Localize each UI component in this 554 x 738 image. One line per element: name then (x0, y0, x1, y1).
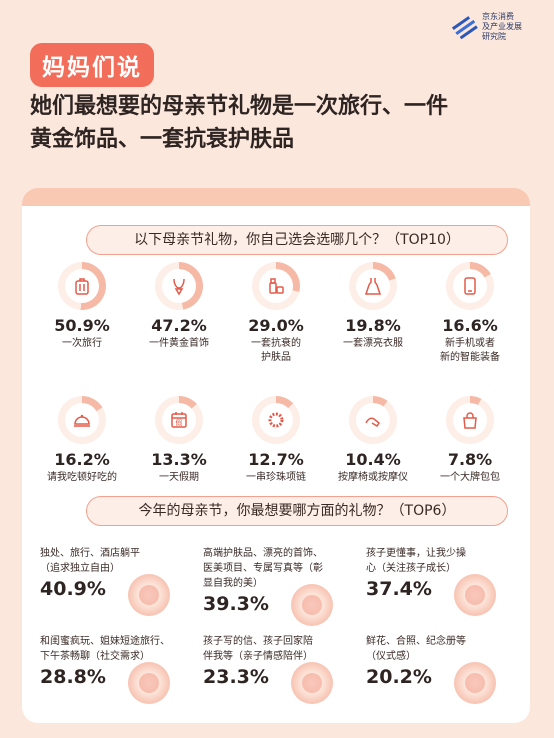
gift-percent: 12.7% (248, 450, 304, 469)
wish-text: 显自我的美） (203, 578, 263, 589)
gift-label-line-2: 护肤品 (261, 352, 291, 363)
gift-percent: 16.2% (54, 450, 110, 469)
card-top-band (22, 188, 530, 206)
question-top6: 今年的母亲节，你最想要哪方面的礼物？（TOP6） (86, 496, 508, 526)
wish-text: 下午茶畅聊（社交需求） (40, 651, 150, 662)
gift-label: 新手机或者 (445, 338, 495, 349)
gift-label: 一个大牌包包 (440, 472, 500, 483)
percent-ring: 假 (155, 396, 203, 444)
gift-item: 50.9% 一次旅行 (32, 262, 132, 351)
gift-item: 16.2% 请我吃顿好吃的 (32, 396, 132, 485)
headline-line-2: 黄金饰品、一套抗衰护肤品 (30, 127, 295, 152)
calendar-icon: 假 (162, 403, 196, 437)
gift-percent: 10.4% (345, 450, 401, 469)
wish-text: 伴我等（亲子情感陪伴） (203, 651, 313, 662)
wish-text: 和闺蜜疯玩、姐妹短途旅行、 (40, 636, 170, 647)
wish-text: （仪式感） (366, 651, 416, 662)
wish-text: 心（关注孩子成长） (366, 563, 456, 574)
percent-ring (252, 262, 300, 310)
gift-label-line-2: 新的智能装备 (440, 352, 500, 363)
massage-icon (356, 403, 390, 437)
percent-ring (349, 262, 397, 310)
percent-ring (252, 396, 300, 444)
skincare-icon (259, 269, 293, 303)
gift-label: 一次旅行 (62, 338, 102, 349)
gift-label: 一套漂亮衣服 (343, 338, 403, 349)
gift-percent: 16.6% (442, 316, 498, 335)
brand-line-3: 研究院 (482, 32, 506, 41)
wish-item: 鲜花、合照、纪念册等 （仪式感） 20.2% (366, 634, 516, 714)
gift-label: 请我吃顿好吃的 (47, 472, 117, 483)
suitcase-icon (65, 269, 99, 303)
gift-percent: 50.9% (54, 316, 110, 335)
wish-text: 孩子更懂事，让我少操 (366, 548, 466, 559)
wish-percent: 40.9% (40, 578, 106, 600)
gift-percent: 7.8% (447, 450, 493, 469)
gift-label: 按摩椅或按摩仪 (338, 472, 408, 483)
gift-item: 12.7% 一串珍珠项链 (226, 396, 326, 485)
wish-text: 医美项目、专属写真等（彰 (203, 563, 323, 574)
gift-percent: 47.2% (151, 316, 207, 335)
brand-name: 京东消费 及产业发展 研究院 (482, 12, 546, 42)
wish-text: （追求独立自由） (40, 563, 120, 574)
gift-label: 一套抗衰的 (251, 338, 301, 349)
gift-label: 一件黄金首饰 (149, 338, 209, 349)
decorative-bubble (128, 574, 170, 616)
wish-text: 孩子写的信、孩子回家陪 (203, 636, 313, 647)
decorative-bubble (128, 662, 170, 704)
brand-logo: 京东消费 及产业发展 研究院 (452, 12, 546, 42)
wish-text: 高端护肤品、漂亮的首饰、 (203, 548, 323, 559)
wish-percent: 23.3% (203, 666, 269, 688)
brand-line-2: 及产业发展 (482, 22, 522, 31)
gift-item: 29.0% 一套抗衰的护肤品 (226, 262, 326, 365)
percent-ring (58, 396, 106, 444)
wish-percent: 28.8% (40, 666, 106, 688)
dish-icon (65, 403, 99, 437)
section-tag: 妈妈们说 (30, 43, 154, 87)
pearl-icon (259, 403, 293, 437)
wish-item: 孩子写的信、孩子回家陪 伴我等（亲子情感陪伴） 23.3% (203, 634, 353, 714)
headline-line-1: 她们最想要的母亲节礼物是一次旅行、一件 (30, 94, 449, 119)
percent-ring (446, 262, 494, 310)
gift-label: 一串珍珠项链 (246, 472, 306, 483)
dress-icon (356, 269, 390, 303)
wish-item: 高端护肤品、漂亮的首饰、 医美项目、专属写真等（彰 显自我的美） 39.3% (203, 546, 353, 626)
wish-item: 独处、旅行、酒店躺平 （追求独立自由） 40.9% (40, 546, 190, 626)
percent-ring (58, 262, 106, 310)
wish-item: 和闺蜜疯玩、姐妹短途旅行、 下午茶畅聊（社交需求） 28.8% (40, 634, 190, 714)
gift-item: 19.8% 一套漂亮衣服 (323, 262, 423, 351)
gift-percent: 19.8% (345, 316, 401, 335)
wish-percent: 39.3% (203, 593, 269, 615)
decorative-bubble (291, 584, 333, 626)
decorative-bubble (291, 662, 333, 704)
gift-item: 7.8% 一个大牌包包 (420, 396, 520, 485)
wish-text: 独处、旅行、酒店躺平 (40, 548, 140, 559)
decorative-bubble (454, 574, 496, 616)
percent-ring (155, 262, 203, 310)
wish-percent: 20.2% (366, 666, 432, 688)
wish-percent: 37.4% (366, 578, 432, 600)
wish-text: 鲜花、合照、纪念册等 (366, 636, 466, 647)
brand-line-1: 京东消费 (482, 12, 514, 21)
calendar-text: 假 (175, 419, 183, 427)
gift-item: 假 13.3% 一天假期 (129, 396, 229, 485)
handbag-icon (453, 403, 487, 437)
gift-item: 16.6% 新手机或者新的智能装备 (420, 262, 520, 365)
wish-item: 孩子更懂事，让我少操 心（关注孩子成长） 37.4% (366, 546, 516, 626)
gift-item: 47.2% 一件黄金首饰 (129, 262, 229, 351)
headline: 她们最想要的母亲节礼物是一次旅行、一件 黄金饰品、一套抗衰护肤品 (30, 90, 500, 156)
survey-card: 以下母亲节礼物，你自己选会选哪几个？（TOP10） 50.9% 一次旅行 47.2%… (22, 188, 530, 723)
gift-percent: 29.0% (248, 316, 304, 335)
necklace-icon (162, 269, 196, 303)
percent-ring (446, 396, 494, 444)
decorative-bubble (454, 662, 496, 704)
gift-item: 10.4% 按摩椅或按摩仪 (323, 396, 423, 485)
logo-mark-icon (452, 16, 478, 40)
percent-ring (349, 396, 397, 444)
gift-label: 一天假期 (159, 472, 199, 483)
gift-percent: 13.3% (151, 450, 207, 469)
question-top10: 以下母亲节礼物，你自己选会选哪几个？（TOP10） (86, 225, 508, 255)
phone-icon (453, 269, 487, 303)
